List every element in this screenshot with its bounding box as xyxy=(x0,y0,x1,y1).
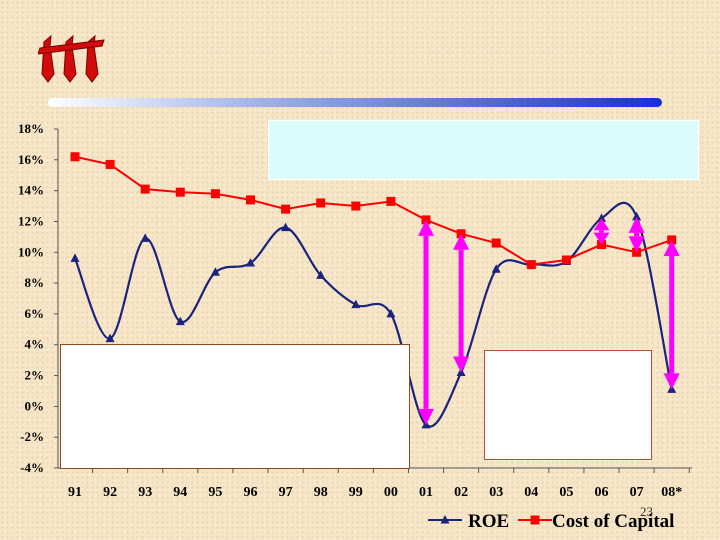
cost-of-capital-point xyxy=(70,152,80,162)
roe-point xyxy=(597,213,606,222)
spread-arrow-head-down xyxy=(663,373,680,390)
roe-point xyxy=(491,264,501,273)
x-tick-label: 03 xyxy=(489,485,503,500)
roe-point xyxy=(351,299,361,309)
spread-arrow-head-down xyxy=(418,408,434,425)
x-tick-label: 92 xyxy=(103,485,117,500)
legend-cost-of-capital-marker xyxy=(530,515,540,525)
roe-point xyxy=(246,258,255,267)
x-tick-label: 08* xyxy=(661,485,682,500)
roe-point xyxy=(386,308,396,318)
x-axis-ticks: 91 92 93 94 95 96 97 98 99 00 01 02 03 04 05 06 07 08* xyxy=(68,468,690,500)
roe-point xyxy=(105,333,115,343)
y-tick-label: 2% xyxy=(25,368,45,383)
spread-arrow xyxy=(628,216,645,253)
x-tick-label: 00 xyxy=(384,485,398,500)
cost-of-capital-point xyxy=(281,204,291,214)
roe-point xyxy=(175,316,185,326)
x-tick-label: 94 xyxy=(173,485,187,500)
y-tick-label: 0% xyxy=(25,398,45,413)
cost-of-capital-point xyxy=(351,201,361,211)
x-tick-label: 05 xyxy=(559,485,573,500)
y-tick-label: 10% xyxy=(18,244,44,259)
x-tick-label: 97 xyxy=(279,485,293,500)
y-tick-label: 16% xyxy=(18,152,44,167)
company-logo xyxy=(38,34,105,83)
cost-of-capital-point xyxy=(561,255,571,265)
cost-of-capital-point xyxy=(246,195,255,205)
series-lines xyxy=(70,152,677,429)
y-tick-label: 18% xyxy=(18,121,44,136)
x-tick-label: 96 xyxy=(244,485,258,500)
page-number: 23 xyxy=(640,504,653,519)
y-tick-label: 8% xyxy=(25,275,45,290)
legend: ROE Cost of Capital xyxy=(428,511,674,532)
legend-roe-label: ROE xyxy=(468,511,509,532)
cost-of-capital-point xyxy=(386,196,396,206)
y-axis-ticks: 18% 16% 14% 12% 10% 8% 6% 4% 2% 0% -2% -4% xyxy=(18,121,58,475)
spread-arrow-head-down xyxy=(593,232,610,245)
x-tick-label: 06 xyxy=(595,485,609,500)
spread-arrow-head-up xyxy=(663,239,680,256)
spread-arrow-head-down xyxy=(453,356,470,373)
annotation-panel-bottom-right xyxy=(484,350,652,460)
x-tick-label: 04 xyxy=(524,485,538,500)
x-tick-label: 99 xyxy=(349,485,363,500)
roe-point xyxy=(140,233,150,242)
x-tick-label: 98 xyxy=(314,485,328,500)
spread-arrow xyxy=(418,219,434,425)
spread-arrow-head-up xyxy=(453,233,470,250)
x-tick-label: 95 xyxy=(208,485,222,500)
cost-of-capital-line xyxy=(74,155,673,266)
y-tick-label: -2% xyxy=(20,429,44,444)
roe-point xyxy=(70,253,80,262)
spread-arrow xyxy=(593,218,610,245)
legend-roe-marker xyxy=(440,515,450,524)
cost-of-capital-point xyxy=(210,189,220,199)
x-tick-label: 93 xyxy=(138,485,152,500)
annotation-panel-bottom-left xyxy=(60,344,410,469)
cost-of-capital-point xyxy=(140,184,150,194)
spread-arrow xyxy=(453,233,470,373)
y-tick-label: 14% xyxy=(18,183,44,198)
x-tick-label: 02 xyxy=(454,485,468,500)
cost-of-capital-point xyxy=(491,238,501,248)
y-tick-label: 6% xyxy=(25,306,45,321)
x-tick-label: 07 xyxy=(630,485,644,500)
cost-of-capital-point xyxy=(105,159,115,169)
x-tick-label: 01 xyxy=(419,485,433,500)
spread-arrow-head-up xyxy=(418,219,434,236)
roe-point xyxy=(210,267,220,276)
title-rule xyxy=(48,98,662,107)
roe-line xyxy=(73,201,673,428)
spread-arrow-head-up xyxy=(628,216,645,233)
legend-cost-of-capital-label: Cost of Capital xyxy=(552,511,674,532)
y-tick-label: 4% xyxy=(25,337,45,352)
roe-point xyxy=(632,211,642,221)
cost-of-capital-point xyxy=(526,260,536,270)
y-tick-label: -4% xyxy=(20,460,44,475)
roe-point xyxy=(281,222,291,232)
cost-of-capital-point xyxy=(316,198,326,208)
roe-point xyxy=(316,270,326,279)
spread-arrow-head-down xyxy=(628,236,645,253)
spread-arrow xyxy=(663,239,680,390)
y-tick-label: 12% xyxy=(18,213,44,228)
x-tick-label: 91 xyxy=(68,485,82,500)
annotation-panel-top xyxy=(268,120,699,180)
spread-arrows xyxy=(418,216,680,425)
cost-of-capital-point xyxy=(175,187,185,197)
spread-arrow-head-up xyxy=(593,218,610,231)
